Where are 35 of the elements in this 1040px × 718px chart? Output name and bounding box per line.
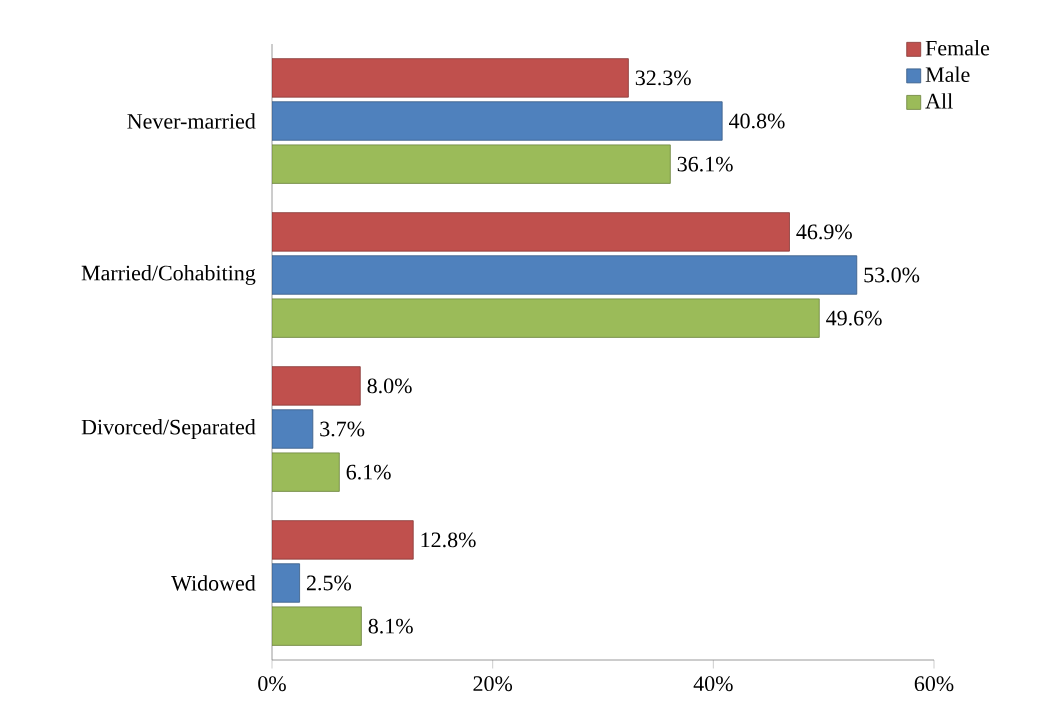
data-label: 6.1% xyxy=(346,464,391,480)
bar xyxy=(272,520,414,560)
bar xyxy=(272,144,671,184)
bar xyxy=(272,255,858,295)
data-label: 12.8% xyxy=(421,532,476,548)
data-label: 8.0% xyxy=(367,378,412,394)
bar xyxy=(272,452,340,492)
y-tick-label: Never-married xyxy=(127,113,256,129)
x-tick-label: 60% xyxy=(914,676,954,692)
x-tick-label: 0% xyxy=(258,676,286,692)
y-tick-label: Widowed xyxy=(171,575,256,591)
data-label: 32.3% xyxy=(635,70,691,86)
data-label: 40.8% xyxy=(729,113,785,129)
bar xyxy=(272,409,314,449)
bar xyxy=(272,212,790,252)
bar xyxy=(272,58,629,98)
x-tick-label: 40% xyxy=(693,676,733,692)
x-tick-label: 20% xyxy=(473,676,513,692)
y-tick-label: Married/Cohabiting xyxy=(81,265,256,286)
data-label: 53.0% xyxy=(864,267,920,283)
data-label: 8.1% xyxy=(368,618,413,634)
data-label: 49.6% xyxy=(826,310,882,326)
y-tick-label: Divorced/Separated xyxy=(81,419,256,439)
data-label: 3.7% xyxy=(320,421,365,437)
legend-label: Female xyxy=(925,40,990,56)
bar xyxy=(272,101,723,141)
data-label: 46.9% xyxy=(796,224,852,240)
legend-label: Male xyxy=(925,66,970,83)
data-label: 36.1% xyxy=(677,156,733,172)
bar xyxy=(272,366,361,406)
bar xyxy=(272,606,362,646)
bar xyxy=(272,298,820,338)
bar xyxy=(272,563,300,603)
data-label: 2.5% xyxy=(306,575,352,591)
legend-label: All xyxy=(925,93,953,109)
